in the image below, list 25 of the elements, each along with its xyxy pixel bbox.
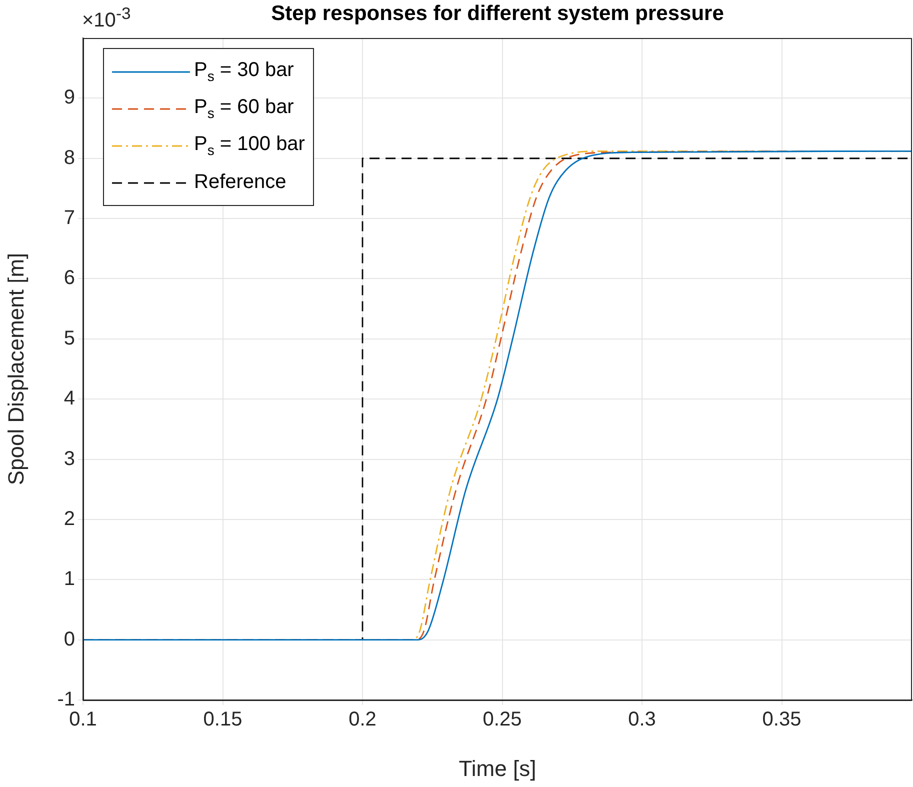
y-tick-label: 0 (64, 628, 75, 650)
text: ×10$^{-3}$ (82, 4, 131, 33)
x-tick-label: 0.2 (348, 708, 376, 731)
x-tick-label: 0.15 (203, 708, 242, 731)
legend-label: P$_{s}$ = 30 bar (194, 59, 294, 84)
legend-label: P$_{s}$ = 100 bar (194, 133, 305, 158)
y-tick-label: 5 (64, 327, 75, 350)
y-tick-label: 9 (64, 86, 75, 109)
y-axis-title: Spool Displacement [m] (3, 252, 28, 486)
y-tick-label: 3 (64, 448, 75, 470)
chart-title: Step responses for different system pressure (271, 2, 724, 25)
y-tick-label: -1 (57, 688, 75, 711)
x-tick-label: 0.35 (762, 708, 802, 731)
y-tick-label: 8 (64, 146, 75, 169)
x-tick-label: 0.25 (482, 708, 522, 731)
x-tick-label: 0.1 (69, 708, 97, 731)
legend-label: Reference (194, 171, 286, 194)
y-tick-label: 4 (64, 388, 75, 410)
y-tick-label: 7 (64, 207, 75, 230)
y-tick-label: 6 (64, 267, 75, 290)
x-tick-label: 0.3 (628, 708, 656, 731)
legend-label: P$_{s}$ = 60 bar (194, 96, 294, 121)
y-tick-label: 1 (64, 568, 75, 590)
y-tick-label: 2 (64, 508, 75, 530)
x-axis-title: Time [s] (458, 756, 536, 781)
